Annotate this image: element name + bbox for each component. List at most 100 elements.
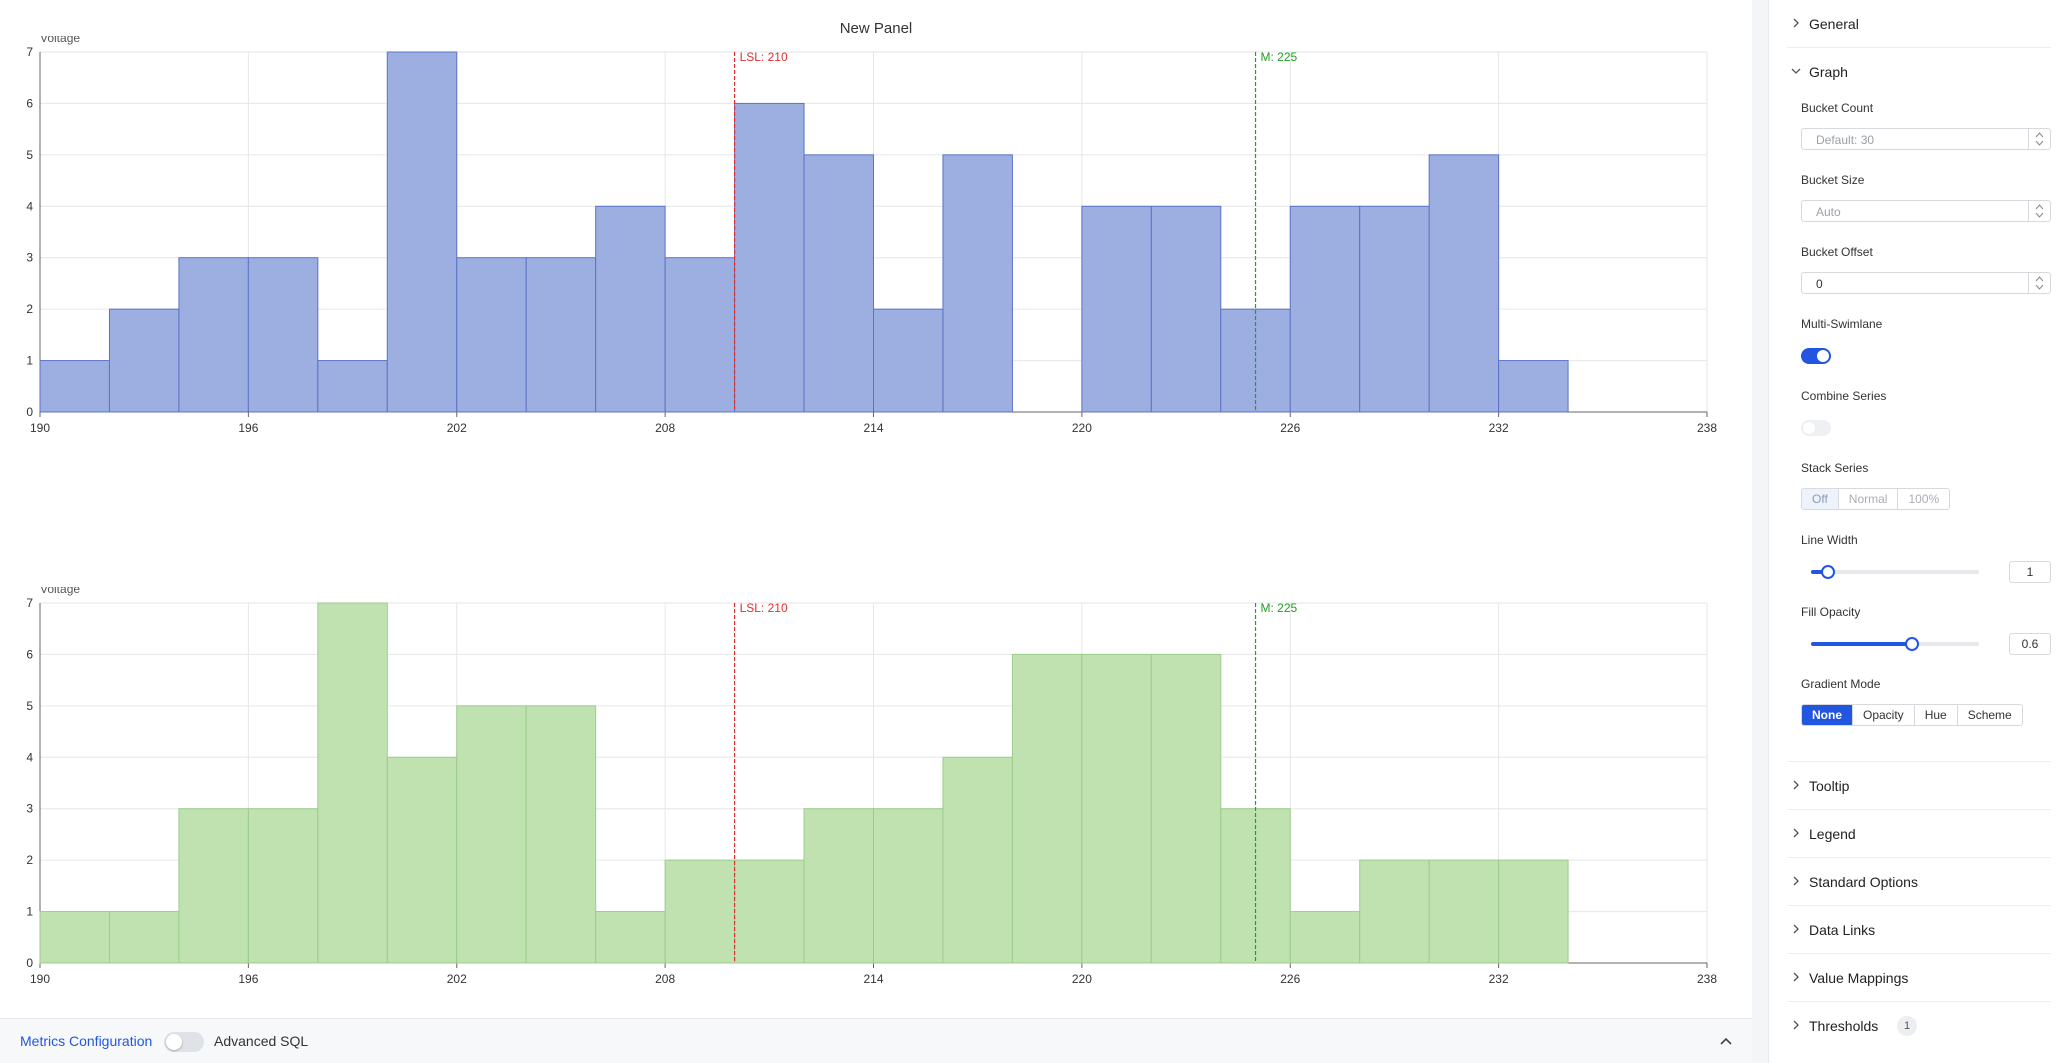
gradient-mode-opacity[interactable]: Opacity	[1853, 705, 1915, 725]
caret-up-icon[interactable]	[2035, 132, 2044, 138]
fill-opacity-slider-thumb[interactable]	[1904, 637, 1919, 651]
histogram-bar	[178, 808, 249, 964]
y-tick-label: 3	[26, 251, 33, 265]
line-width-slider-thumb[interactable]	[1820, 565, 1835, 579]
gradient-mode-none[interactable]: None	[1802, 705, 1853, 725]
histogram-bar	[595, 911, 666, 964]
y-tick-label: 5	[26, 699, 33, 713]
chevron-down-icon[interactable]	[1791, 66, 1801, 76]
caret-down-icon[interactable]	[2035, 284, 2044, 290]
y-tick-label: 0	[26, 956, 33, 970]
combine-series-toggle[interactable]	[1801, 420, 1831, 436]
x-tick-label: 214	[863, 421, 883, 435]
bucket-count-spinner[interactable]	[2028, 129, 2050, 149]
histogram-bar	[1011, 653, 1083, 964]
histogram-bar	[317, 360, 388, 413]
multi-swimlane-label: Multi-Swimlane	[1801, 317, 1883, 331]
histogram-bar	[525, 257, 597, 413]
fill-opacity-value[interactable]: 0.6	[2009, 633, 2051, 655]
marker-label: LSL: 210	[740, 601, 788, 615]
fill-opacity-slider[interactable]	[1811, 637, 1979, 651]
y-tick-label: 7	[26, 596, 33, 610]
histogram-bar	[178, 257, 249, 413]
histogram-bar	[386, 51, 458, 413]
chevron-up-icon[interactable]	[1716, 1031, 1736, 1051]
histogram-bar	[1498, 360, 1569, 413]
multi-swimlane-toggle[interactable]	[1801, 348, 1831, 364]
histogram-bar	[386, 756, 458, 964]
section-graph: Graph	[1787, 48, 2051, 762]
y-axis-label: Voltage	[40, 587, 80, 596]
gradient-mode-group: None Opacity Hue Scheme	[1801, 704, 2023, 726]
y-tick-label: 6	[26, 96, 33, 110]
section-general[interactable]: General	[1787, 0, 2051, 48]
caret-down-icon[interactable]	[2035, 140, 2044, 146]
x-tick-label: 220	[1072, 421, 1092, 435]
chevron-right-icon	[1793, 924, 1799, 934]
histogram-bar	[317, 602, 388, 964]
panel-title: New Panel	[839, 20, 913, 37]
histogram-chart-2: Voltage 0 1 2 3 4 5 6 7 190 196 202 208 214 220 226 232 2…	[26, 587, 1717, 986]
histogram-bar	[456, 257, 527, 413]
bucket-count-label: Bucket Count	[1801, 101, 1874, 115]
section-title: Legend	[1809, 826, 1856, 842]
section-data-links[interactable]: Data Links	[1787, 906, 2051, 954]
bucket-offset-value: 0	[1816, 277, 1823, 291]
section-title: Value Mappings	[1809, 970, 1909, 986]
section-tooltip[interactable]: Tooltip	[1787, 762, 2051, 810]
line-width-label: Line Width	[1801, 533, 1858, 547]
gradient-mode-scheme[interactable]: Scheme	[1957, 705, 2022, 725]
section-thresholds[interactable]: Thresholds 1	[1787, 1002, 2051, 1050]
histogram-bar	[1359, 859, 1430, 964]
metrics-configuration-tab[interactable]: Metrics Configuration	[20, 1033, 153, 1049]
section-title: Standard Options	[1809, 874, 1918, 890]
histogram-bar	[525, 705, 597, 964]
histogram-bar	[942, 756, 1013, 964]
bucket-size-label: Bucket Size	[1801, 173, 1865, 187]
gradient-mode-hue[interactable]: Hue	[1914, 705, 1958, 725]
section-standard-options[interactable]: Standard Options	[1787, 858, 2051, 906]
caret-up-icon[interactable]	[2035, 204, 2044, 210]
advanced-sql-toggle[interactable]	[164, 1032, 204, 1052]
histogram-bar	[1359, 205, 1430, 413]
histogram-bar	[247, 257, 319, 413]
chevron-right-icon	[1793, 18, 1799, 28]
x-tick-label: 208	[655, 972, 675, 986]
x-tick-label: 226	[1280, 421, 1300, 435]
options-pane: General Graph Bucket Count Default: 30 B…	[1768, 0, 2068, 1063]
stack-series-off[interactable]: Off	[1802, 489, 1839, 509]
x-tick-label: 202	[447, 972, 467, 986]
bucket-count-placeholder: Default: 30	[1816, 133, 1875, 147]
x-tick-label: 220	[1072, 972, 1092, 986]
bucket-offset-input[interactable]: 0	[1801, 272, 2051, 294]
bucket-size-input[interactable]: Auto	[1801, 200, 2051, 222]
histogram-bar	[1428, 859, 1500, 964]
gradient-mode-label: Gradient Mode	[1801, 677, 1881, 691]
x-tick-label: 238	[1697, 972, 1717, 986]
y-tick-label: 1	[26, 354, 33, 368]
stack-series-normal[interactable]: Normal	[1838, 489, 1899, 509]
x-tick-label: 238	[1697, 421, 1717, 435]
marker-label: LSL: 210	[740, 50, 788, 64]
section-title: General	[1809, 16, 1859, 32]
line-width-slider[interactable]	[1811, 565, 1979, 579]
section-value-mappings[interactable]: Value Mappings	[1787, 954, 2051, 1002]
stack-series-100[interactable]: 100%	[1898, 489, 1950, 509]
y-axis-label: Voltage	[40, 36, 80, 45]
histogram-bar	[1081, 205, 1152, 413]
section-title[interactable]: Graph	[1809, 64, 1848, 80]
line-width-value[interactable]: 1	[2009, 561, 2051, 583]
y-tick-label: 6	[26, 647, 33, 661]
caret-up-icon[interactable]	[2035, 276, 2044, 282]
histogram-bar	[734, 102, 805, 413]
bucket-count-input[interactable]: Default: 30	[1801, 128, 2051, 150]
query-bottom-bar: Metrics Configuration Advanced SQL	[0, 1018, 1752, 1063]
x-tick-label: 208	[655, 421, 675, 435]
bucket-size-spinner[interactable]	[2028, 201, 2050, 221]
bucket-offset-spinner[interactable]	[2028, 273, 2050, 293]
section-title: Data Links	[1809, 922, 1876, 938]
histogram-bar	[1081, 653, 1152, 964]
chevron-right-icon	[1793, 876, 1799, 886]
section-legend[interactable]: Legend	[1787, 810, 2051, 858]
caret-down-icon[interactable]	[2035, 212, 2044, 218]
